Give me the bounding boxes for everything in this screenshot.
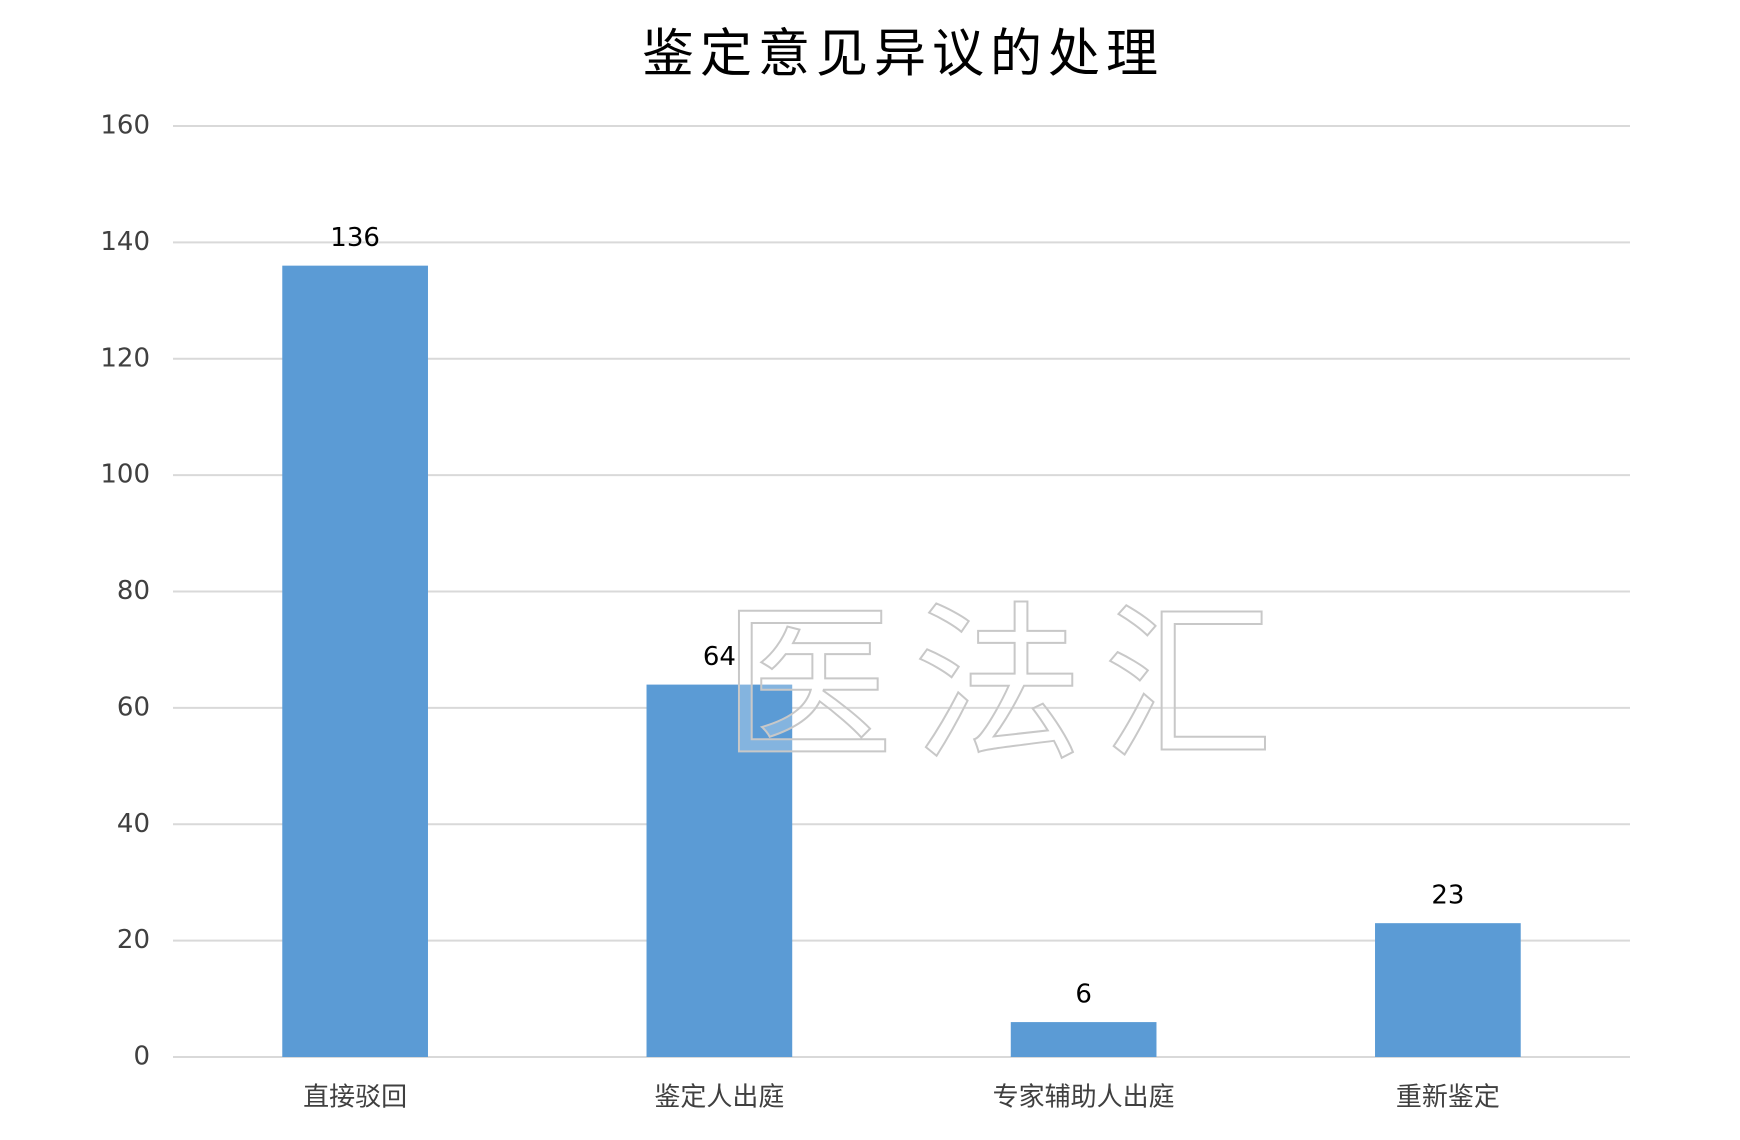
y-tick-label: 60: [117, 692, 150, 722]
data-label: 136: [330, 223, 380, 253]
bar: [1375, 923, 1521, 1057]
x-tick-label: 重新鉴定: [1396, 1083, 1500, 1113]
data-label: 23: [1431, 881, 1464, 911]
y-tick-label: 100: [100, 460, 150, 490]
bar: [1010, 1022, 1157, 1057]
y-tick-label: 40: [117, 809, 150, 839]
y-tick-label: 20: [117, 925, 150, 955]
bar: [282, 265, 428, 1057]
data-label: 6: [1075, 980, 1092, 1010]
x-tick-label: 专家辅助人出庭: [993, 1083, 1175, 1113]
y-tick-label: 140: [100, 227, 150, 257]
x-tick-label: 直接驳回: [303, 1083, 407, 1113]
y-tick-label: 160: [100, 111, 150, 141]
bar: [646, 684, 793, 1057]
y-tick-label: 80: [117, 576, 150, 606]
data-label: 64: [703, 642, 736, 672]
watermark: 医法汇: [723, 587, 1293, 785]
y-tick-label: 0: [133, 1042, 150, 1072]
x-tick-label: 鉴定人出庭: [654, 1083, 784, 1113]
y-tick-label: 120: [100, 343, 150, 373]
chart-title: 鉴定意见异议的处理: [642, 25, 1164, 85]
